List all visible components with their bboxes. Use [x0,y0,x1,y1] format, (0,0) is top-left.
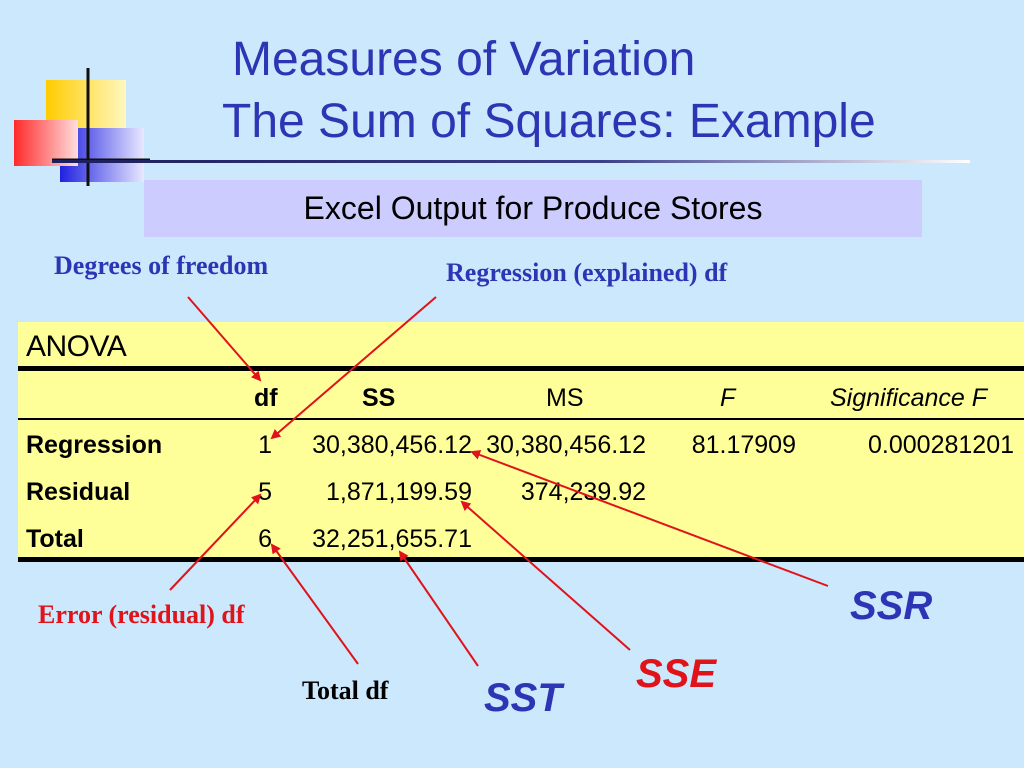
label-sse: SSE [636,652,717,696]
callout-error-df: Error (residual) df [38,600,245,629]
callout-total-df: Total df [302,676,389,705]
row-label-residual: Residual [26,478,131,506]
cell-regression-ms: 30,380,456.12 [486,431,646,459]
label-ssr: SSR [850,584,933,628]
subtitle-text: Excel Output for Produce Stores [303,190,763,226]
cell-regression-f: 81.17909 [691,431,796,459]
slide-logo-icon [14,68,150,186]
header-df: df [254,384,278,412]
label-sst: SST [484,676,562,720]
header-ms: MS [546,384,584,412]
cell-total-ss: 32,251,655.71 [312,525,472,553]
cell-residual-ms: 374,239.92 [520,478,646,506]
cell-residual-df: 5 [258,478,272,506]
table-rule-bottom [18,557,1024,562]
table-rule-mid [18,418,1024,420]
anova-table: ANOVA df SS MS F Significance F Regressi… [18,322,1024,562]
row-label-total: Total [26,525,84,553]
cell-regression-ss: 30,380,456.12 [312,431,472,459]
arrow-sst-to-total-ss [398,550,479,667]
header-significance-f: Significance F [830,384,988,412]
cell-residual-ss: 1,871,199.59 [326,478,472,506]
subtitle-banner: Excel Output for Produce Stores [144,180,922,237]
header-ss: SS [362,384,396,412]
header-f: F [720,384,736,412]
arrow-totdf-to-total-df [270,543,359,665]
callout-regression-df: Regression (explained) df [446,258,728,287]
row-label-regression: Regression [26,431,163,459]
cell-total-df: 6 [258,525,272,553]
title-divider [52,160,970,163]
anova-title: ANOVA [26,330,127,363]
cell-regression-df: 1 [258,431,272,459]
table-rule-top [18,366,1024,371]
cell-regression-significance: 0.000281201 [868,431,1014,459]
slide-title-line-1: Measures of Variation [232,33,696,86]
slide-title-line-2: The Sum of Squares: Example [222,95,876,148]
callout-degrees-of-freedom: Degrees of freedom [54,251,269,280]
